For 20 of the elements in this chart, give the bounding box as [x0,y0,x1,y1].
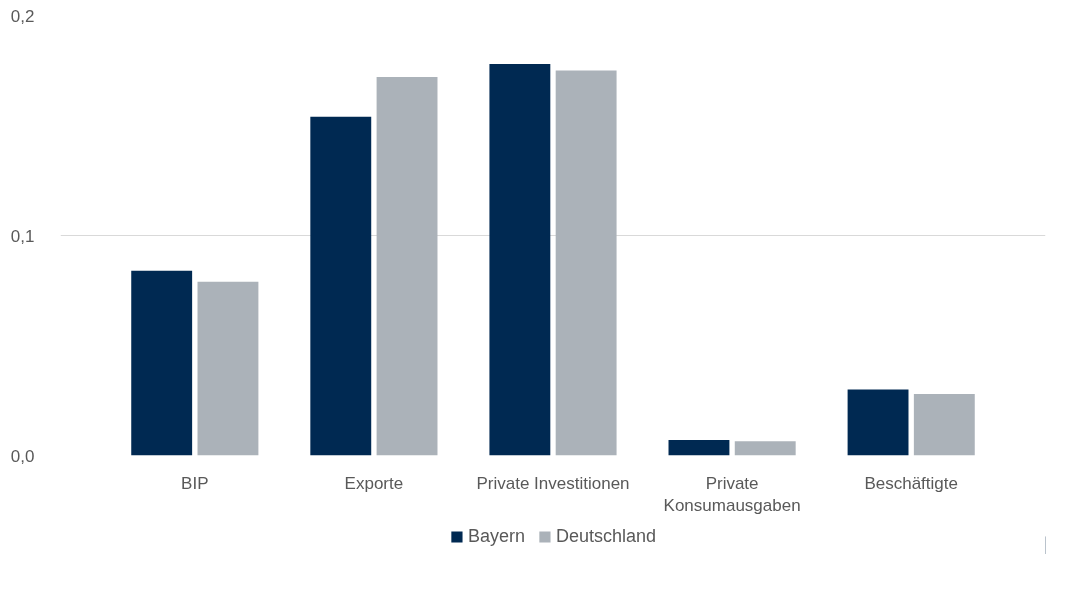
y-tick-label: 0,2 [10,6,35,26]
x-tick-label: BIP [181,473,209,493]
legend-label: Bayern [467,525,525,547]
y-tick-label: 0,1 [10,226,35,246]
bar [668,440,730,456]
bar [376,77,438,456]
x-tick-label: Private Investitionen [476,473,630,493]
x-tick-label: Exporte [344,473,404,493]
x-tick-label: Beschäftigte [864,473,958,493]
bar [847,389,909,456]
bar [310,116,372,456]
x-tick-label: Private Konsumausgaben [663,473,801,516]
y-tick-label: 0,0 [10,446,35,466]
bar [734,441,796,456]
bar [555,70,617,456]
bar [489,63,551,456]
bar [197,281,259,456]
bar [913,393,975,456]
bar [131,270,193,456]
legend-label: Deutschland [555,525,657,547]
